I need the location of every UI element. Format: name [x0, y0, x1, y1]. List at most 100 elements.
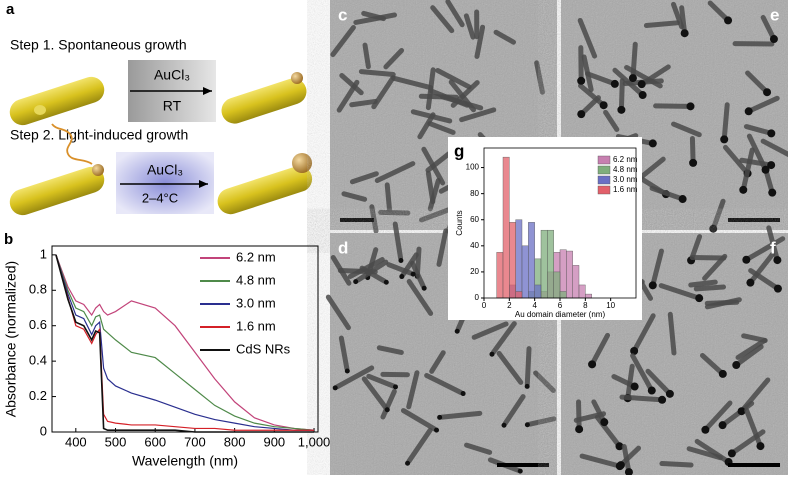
- nanorod-image: [579, 453, 620, 468]
- nanorod-image: [760, 14, 776, 40]
- nanorod-image: [325, 294, 351, 331]
- nanorod-image: [463, 13, 476, 40]
- au-dot: [746, 278, 755, 287]
- arrowhead: [199, 180, 208, 188]
- au-dot: [678, 195, 687, 204]
- au-dot: [624, 468, 633, 477]
- au-dot: [648, 139, 657, 148]
- nanorod-image: [689, 234, 703, 261]
- nanorod-image: [361, 10, 386, 22]
- y-tick-label: 1: [40, 246, 47, 261]
- nanorod-image: [722, 144, 749, 175]
- nanorod-image: [735, 338, 768, 360]
- condition: RT: [163, 98, 182, 114]
- nanorod-image: [625, 363, 635, 399]
- nanorod-image: [374, 161, 416, 184]
- legend-label: 4.8 nm: [236, 272, 276, 287]
- y-tick-label: 0.6: [29, 317, 47, 332]
- nanorod-image: [658, 283, 700, 300]
- nanorod-image: [409, 260, 426, 289]
- nanorod-image: [464, 442, 493, 455]
- arrowhead: [203, 87, 212, 95]
- spectrum-line: [55, 254, 315, 431]
- nanorod-image: [392, 221, 404, 261]
- au-dot: [610, 79, 619, 88]
- nanorod-image: [330, 255, 352, 286]
- nanorod-image: [585, 71, 615, 86]
- nanorod-image: [400, 408, 437, 432]
- nanorod-image: [533, 370, 556, 393]
- scale-bar: [497, 463, 549, 467]
- nanorod: [9, 166, 105, 216]
- au-dot: [628, 74, 637, 83]
- y-axis-label: Absorbance (normalized): [3, 261, 19, 417]
- nanorod-image: [418, 207, 451, 223]
- x-tick-label: 2: [507, 301, 512, 310]
- nanorod-image: [721, 102, 730, 140]
- x-tick-label: 400: [65, 434, 87, 449]
- nanorod-image: [339, 73, 364, 96]
- y-tick-label: 0.8: [29, 282, 47, 297]
- nanorod-image: [580, 95, 601, 115]
- y-tick-label: 80: [470, 189, 479, 198]
- light-wave: [51, 123, 93, 165]
- x-tick-label: 500: [105, 434, 127, 449]
- nanorod-image: [689, 255, 727, 261]
- y-tick-label: 0.2: [29, 388, 47, 403]
- nanorod-image: [534, 60, 545, 95]
- legend-swatch: [597, 175, 611, 185]
- nanorod-image: [711, 198, 726, 229]
- nanorod-image: [378, 209, 411, 216]
- nanorod-image: [619, 394, 663, 403]
- legend-label: 3.0 nm: [613, 175, 638, 184]
- nanorod-image: [330, 25, 356, 58]
- nanorod-image: [591, 399, 606, 423]
- nanorod-image: [659, 461, 694, 468]
- nanorod-image: [643, 20, 680, 28]
- histogram-bar: [572, 265, 580, 299]
- nanorod-image: [686, 446, 723, 461]
- histogram-bar: [534, 284, 542, 299]
- au-dot: [405, 460, 411, 466]
- au-dot: [517, 468, 523, 474]
- nanorod-image: [524, 346, 532, 387]
- au-dot: [600, 418, 609, 427]
- nanorod-image: [338, 335, 350, 372]
- au-dot: [737, 407, 746, 416]
- panel-label: c: [338, 5, 347, 24]
- nanorod-image: [745, 70, 768, 93]
- au-dot: [575, 425, 584, 434]
- legend-label: 1.6 nm: [236, 318, 276, 333]
- nanorod-image: [732, 41, 775, 47]
- au-dot: [761, 165, 770, 174]
- x-tick-label: 0: [482, 301, 487, 310]
- nanorod-image: [358, 69, 396, 78]
- nanorod-image: [341, 191, 368, 202]
- au-dot: [501, 422, 507, 428]
- nanorod-image: [496, 350, 524, 385]
- nanorod-image: [384, 182, 392, 213]
- au-dot: [773, 284, 782, 293]
- nanorod-image: [693, 284, 727, 292]
- au-dot: [718, 421, 727, 430]
- au-dot: [767, 129, 776, 138]
- nanorod-image: [427, 178, 441, 212]
- y-tick-label: 100: [466, 163, 480, 172]
- au-dot: [727, 449, 736, 458]
- nanorod-image: [436, 228, 449, 267]
- au-dot: [756, 442, 765, 451]
- nanorod-image: [366, 373, 396, 389]
- au-dot: [768, 188, 777, 197]
- spectrum-line: [55, 254, 315, 431]
- histogram-bar: [559, 291, 567, 299]
- histogram-bar: [515, 219, 523, 299]
- nanorod-image: [502, 394, 526, 426]
- nanorod-image: [362, 42, 371, 70]
- y-tick-label: 0.4: [29, 353, 47, 368]
- x-tick-label: 800: [224, 434, 246, 449]
- au-dot: [524, 422, 530, 428]
- x-tick-label: 8: [583, 301, 588, 310]
- au-dot: [599, 101, 608, 110]
- legend-label: 1.6 nm: [613, 185, 638, 194]
- au-dot: [665, 389, 674, 398]
